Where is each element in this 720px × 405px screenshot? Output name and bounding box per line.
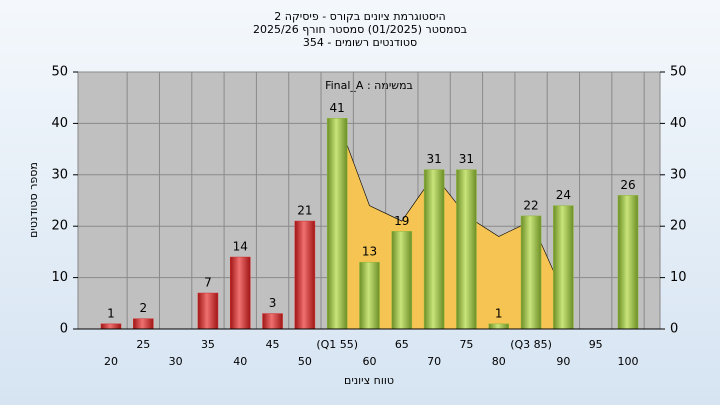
- y2-tick-label: 50: [670, 65, 687, 80]
- y-tick-label: 10: [51, 270, 68, 285]
- data-label: 21: [297, 204, 312, 218]
- x-tick-label: 35: [201, 338, 215, 351]
- data-label: 1: [495, 306, 503, 320]
- bar: [553, 205, 574, 330]
- data-label: 19: [394, 214, 409, 228]
- x-tick-label: 40: [233, 355, 247, 368]
- data-label: 24: [556, 188, 571, 202]
- x-tick-label: 60: [363, 355, 377, 368]
- bar: [488, 323, 509, 330]
- x-tick-label: (Q3 85): [510, 338, 552, 351]
- y-tick-label: 50: [51, 65, 68, 80]
- chart-title: היסטוגרמת ציונים בקורס - פיסיקה 2: [274, 10, 445, 23]
- data-label: 13: [362, 245, 377, 259]
- bar: [262, 313, 283, 330]
- bar: [359, 261, 380, 330]
- x-tick-label: 100: [618, 355, 639, 368]
- y-tick-label: 0: [60, 322, 68, 337]
- x-tick-label: 70: [427, 355, 441, 368]
- x-tick-label: 50: [298, 355, 312, 368]
- x-tick-label: 45: [266, 338, 280, 351]
- x-tick-label: 30: [169, 355, 183, 368]
- data-label: 31: [426, 152, 441, 166]
- y-tick-label: 30: [51, 167, 68, 182]
- data-label: 31: [459, 152, 474, 166]
- bar: [617, 195, 639, 330]
- data-label: 7: [204, 276, 212, 290]
- y2-tick-label: 30: [670, 167, 687, 182]
- x-tick-label: 65: [395, 338, 409, 351]
- x-axis-label: טווח ציונים: [344, 374, 394, 387]
- bar: [230, 256, 251, 330]
- bar: [391, 231, 413, 330]
- annotation: במשימה : Final_A: [325, 79, 413, 92]
- data-label: 1: [107, 306, 115, 320]
- bar: [423, 169, 445, 330]
- bar: [456, 169, 477, 330]
- x-tick-label: 25: [136, 338, 150, 351]
- data-label: 26: [620, 178, 635, 192]
- chart-subtitle: סטודנטים רשומים - 354: [303, 36, 417, 49]
- x-tick-label: 80: [492, 355, 506, 368]
- bar: [294, 220, 316, 330]
- y2-tick-label: 10: [670, 270, 687, 285]
- x-tick-label: 75: [459, 338, 473, 351]
- y2-tick-label: 40: [670, 116, 687, 131]
- bar: [133, 318, 154, 330]
- chart-subtitle: בסמסטר (01/2025) סמסטר חורף 2025/26: [253, 23, 467, 36]
- x-tick-label: 95: [589, 338, 603, 351]
- y-tick-label: 40: [51, 116, 68, 131]
- y-axis-label: מספר סטודנטים: [27, 162, 40, 238]
- x-tick-label: 20: [104, 355, 118, 368]
- data-label: 22: [523, 198, 538, 212]
- data-label: 14: [233, 240, 248, 254]
- y-tick-label: 20: [51, 219, 68, 234]
- bar: [100, 323, 122, 330]
- data-label: 41: [330, 101, 345, 115]
- y2-tick-label: 0: [670, 322, 678, 337]
- data-label: 3: [269, 296, 277, 310]
- bar: [197, 292, 219, 330]
- x-tick-label: (Q1 55): [316, 338, 358, 351]
- data-label: 2: [139, 301, 147, 315]
- bar: [326, 118, 348, 330]
- y2-tick-label: 20: [670, 219, 687, 234]
- x-tick-label: 90: [556, 355, 570, 368]
- bar: [520, 215, 542, 330]
